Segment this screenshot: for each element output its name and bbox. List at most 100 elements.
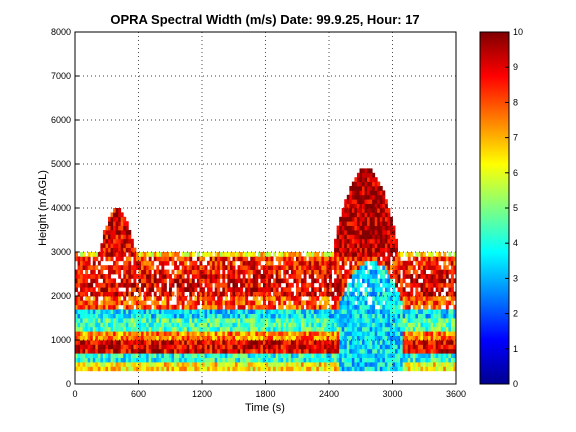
heatmap-cell — [82, 256, 86, 262]
heatmap-cell — [250, 344, 254, 350]
heatmap-cell — [102, 326, 106, 332]
heatmap-cell — [115, 362, 119, 367]
heatmap-cell — [232, 313, 236, 319]
heatmap-cell — [90, 269, 94, 275]
heatmap-cell — [450, 274, 454, 279]
heatmap-cell — [377, 353, 381, 358]
heatmap-cell — [128, 282, 132, 288]
heatmap-cell — [202, 344, 205, 350]
heatmap-cell — [351, 282, 355, 288]
heatmap-cell — [270, 362, 274, 367]
heatmap-cell — [232, 348, 236, 354]
heatmap-cell — [247, 353, 251, 358]
heatmap-cell — [268, 260, 271, 266]
heatmap-cell — [374, 212, 378, 218]
heatmap-cell — [102, 344, 106, 350]
heatmap-cell — [308, 269, 312, 275]
heatmap-cell — [153, 291, 157, 297]
heatmap-cell — [354, 304, 358, 310]
heatmap-cell — [179, 291, 183, 297]
heatmap-cell — [443, 313, 447, 319]
heatmap-cell — [339, 230, 343, 235]
heatmap-cell — [80, 357, 84, 363]
heatmap-cell — [336, 256, 340, 262]
heatmap-cell — [102, 318, 106, 323]
heatmap-cell — [90, 362, 94, 367]
heatmap-cell — [191, 335, 195, 341]
heatmap-cell — [105, 331, 109, 336]
heatmap-cell — [351, 291, 355, 297]
heatmap-cell — [77, 260, 81, 266]
heatmap-cell — [171, 291, 175, 297]
heatmap-cell — [344, 199, 348, 204]
heatmap-cell — [303, 322, 307, 328]
heatmap-cell — [217, 344, 221, 350]
heatmap-cell — [138, 296, 142, 301]
heatmap-cell — [97, 335, 101, 341]
heatmap-cell — [181, 296, 185, 301]
heatmap-cell — [400, 335, 404, 341]
heatmap-cell — [422, 309, 426, 314]
heatmap-cell — [110, 296, 114, 301]
heatmap-cell — [389, 296, 393, 301]
heatmap-cell — [369, 322, 373, 328]
heatmap-cell — [179, 353, 183, 358]
heatmap-cell — [379, 260, 383, 266]
heatmap-cell — [212, 353, 216, 358]
heatmap-cell — [123, 225, 127, 231]
heatmap-cell — [425, 260, 429, 266]
heatmap-cell — [445, 348, 449, 354]
heatmap-cell — [252, 335, 256, 341]
heatmap-cell — [120, 340, 124, 345]
heatmap-cell — [130, 366, 134, 372]
heatmap-cell — [186, 278, 190, 284]
heatmap-cell — [443, 252, 447, 257]
heatmap-cell — [108, 291, 111, 297]
heatmap-cell — [331, 309, 335, 314]
heatmap-cell — [389, 238, 393, 244]
heatmap-cell — [265, 291, 269, 297]
heatmap-cell — [209, 335, 213, 341]
heatmap-cell — [255, 344, 259, 350]
heatmap-cell — [430, 344, 434, 350]
heatmap-cell — [387, 252, 391, 257]
heatmap-cell — [232, 309, 236, 314]
heatmap-cell — [369, 313, 373, 319]
heatmap-cell — [433, 282, 437, 288]
heatmap-cell — [75, 348, 78, 354]
heatmap-cell — [374, 322, 378, 328]
heatmap-cell — [359, 269, 363, 275]
heatmap-cell — [202, 362, 205, 367]
heatmap-cell — [255, 260, 259, 266]
heatmap-cell — [257, 322, 261, 328]
heatmap-cell — [334, 366, 338, 372]
heatmap-cell — [440, 357, 444, 363]
heatmap-cell — [90, 335, 94, 341]
heatmap-cell — [351, 194, 355, 200]
heatmap-cell — [379, 252, 383, 257]
heatmap-cell — [189, 313, 193, 319]
heatmap-cell — [224, 326, 228, 332]
heatmap-cell — [306, 322, 310, 328]
heatmap-cell — [278, 357, 282, 363]
heatmap-cell — [415, 326, 419, 332]
heatmap-cell — [209, 357, 213, 363]
heatmap-cell — [237, 274, 241, 279]
heatmap-cell — [318, 291, 322, 297]
y-tick-label: 4000 — [51, 203, 71, 213]
heatmap-cell — [146, 265, 150, 270]
heatmap-cell — [252, 252, 256, 257]
heatmap-cell — [229, 331, 233, 336]
heatmap-cell — [329, 335, 332, 341]
heatmap-cell — [135, 353, 139, 358]
heatmap-cell — [420, 357, 424, 363]
heatmap-cell — [194, 309, 198, 314]
heatmap-cell — [448, 322, 452, 328]
heatmap-cell — [128, 252, 132, 257]
heatmap-cell — [295, 291, 299, 297]
heatmap-cell — [102, 278, 106, 284]
heatmap-cell — [445, 335, 449, 341]
heatmap-cell — [209, 344, 213, 350]
heatmap-cell — [334, 269, 338, 275]
heatmap-cell — [207, 331, 211, 336]
